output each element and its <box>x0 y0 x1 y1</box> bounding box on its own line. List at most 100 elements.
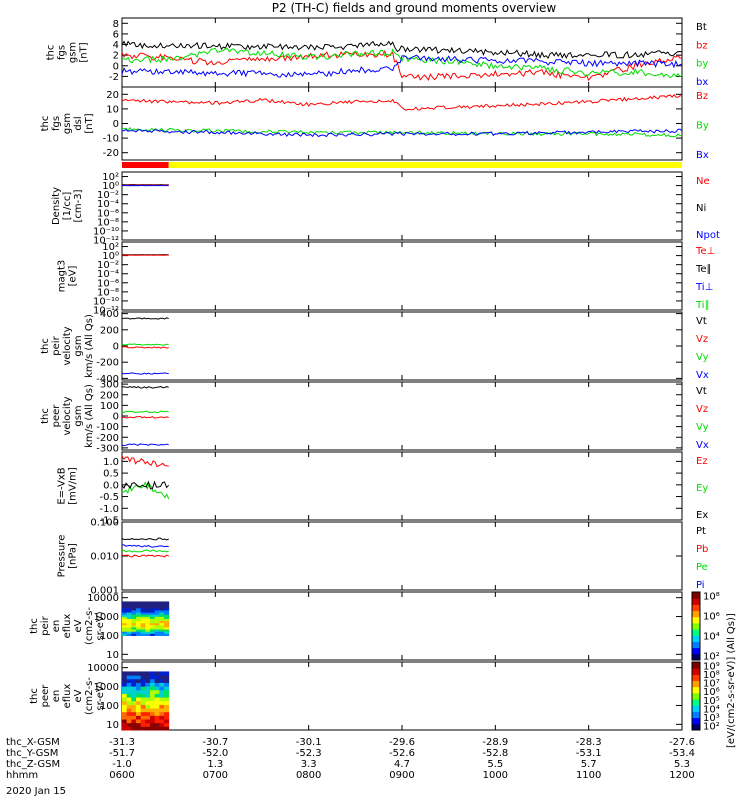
heatmap-cell <box>145 697 151 702</box>
heatmap-cell <box>154 726 160 731</box>
orbit-value: 1.3 <box>207 759 223 770</box>
heatmap-cell <box>126 678 132 683</box>
heatmap-cell <box>122 686 128 691</box>
legend-item: Bt <box>696 22 707 33</box>
heatmap-cell <box>164 609 170 613</box>
y-axis-label: [mV/m] <box>68 467 79 505</box>
y-tick-label: 10⁻⁶ <box>97 278 119 289</box>
heatmap-cell <box>131 603 137 607</box>
colorbar-tick-label: 10² <box>703 652 720 663</box>
heatmap-cell <box>122 622 128 626</box>
heatmap-cell <box>131 620 137 624</box>
heatmap-cell <box>145 614 151 617</box>
orbit-value: -52.8 <box>482 748 508 759</box>
heatmap-cell <box>140 726 146 731</box>
colorbar-cell <box>692 686 700 694</box>
y-tick-label: 10000 <box>87 593 119 604</box>
heatmap-cell <box>150 620 156 624</box>
colorbar-cell <box>692 641 700 649</box>
heatmap-cell <box>126 671 132 676</box>
heatmap-cell <box>145 715 151 720</box>
orbit-value: 0900 <box>389 770 414 781</box>
heatmap-cell <box>164 605 170 609</box>
y-tick-label: 0.0 <box>103 480 119 491</box>
y-axis-label: [eV] <box>68 266 79 287</box>
orbit-value: 5.5 <box>487 759 503 770</box>
heatmap-cell <box>150 614 156 617</box>
heatmap-cell <box>140 601 146 605</box>
y-tick-label: -0.5 <box>99 492 119 503</box>
heatmap-cell <box>136 605 142 609</box>
heatmap-cell <box>145 682 151 687</box>
y-tick-label: 10⁻⁶ <box>97 208 119 219</box>
orbit-value: 1100 <box>576 770 601 781</box>
colorbar-tick-label: 10⁴ <box>703 632 720 643</box>
heatmap-cell <box>126 603 132 607</box>
heatmap-cell <box>154 607 160 611</box>
legend-item: By <box>696 121 709 132</box>
heatmap-cell <box>122 624 128 628</box>
heatmap-cell <box>150 715 156 720</box>
heatmap-cell <box>122 675 128 680</box>
heatmap-cell <box>140 624 146 628</box>
colorbar-cell <box>692 622 700 630</box>
orbit-row-label: thc_X-GSM <box>6 737 60 748</box>
heatmap-cell <box>154 622 160 626</box>
legend-item: Ti⊥ <box>695 282 713 293</box>
heatmap-cell <box>159 629 165 632</box>
y-tick-label: 10⁻² <box>97 260 119 271</box>
heatmap-cell <box>136 711 142 716</box>
heatmap-cell <box>131 693 137 698</box>
series-Pe <box>121 549 169 553</box>
legend-item: Vx <box>696 440 709 451</box>
heatmap-cell <box>145 678 151 683</box>
heatmap-cell <box>136 726 142 731</box>
y-tick-label: -400 <box>96 374 119 385</box>
heatmap-cell <box>126 624 132 628</box>
y-axis-label: Pressure <box>57 535 68 578</box>
heatmap-cell <box>126 697 132 702</box>
colorbar-tick-label: 10⁵ <box>703 696 720 707</box>
series-Vx <box>121 372 169 375</box>
heatmap-cell <box>131 697 137 702</box>
heatmap-cell <box>145 671 151 676</box>
y-axis-label: eflux <box>62 684 73 709</box>
heatmap-cell <box>164 629 170 632</box>
heatmap-cell <box>164 607 170 611</box>
heatmap-cell <box>140 686 146 691</box>
heatmap-cell <box>140 671 146 676</box>
panel-fgs_dsl: -20 -10 0 10 20 thc fgs gsm dsl [nT] Bz By Bx <box>40 86 709 161</box>
colorbar-cell <box>692 692 700 700</box>
heatmap-cell <box>122 607 128 611</box>
heatmap-cell <box>131 612 137 615</box>
heatmap-cell <box>122 633 128 636</box>
heatmap-cell <box>150 700 156 705</box>
colorbar-label: [eV/(cm2-s-sr-eV)] (All Qs)] <box>726 613 737 748</box>
heatmap-cell <box>126 631 132 634</box>
y-tick-label: -200 <box>96 358 119 369</box>
heatmap-cell <box>126 614 132 617</box>
y-tick-label: -300 <box>96 443 119 454</box>
heatmap-cell <box>136 675 142 680</box>
orbit-row-label: hhmm <box>6 770 38 781</box>
plot-frame <box>121 171 683 241</box>
heatmap-cell <box>136 689 142 694</box>
heatmap-cell <box>145 603 151 607</box>
heatmap-cell <box>140 629 146 632</box>
heatmap-cell <box>150 689 156 694</box>
colorbar-tick-label: 10⁹ <box>703 662 720 673</box>
heatmap-cell <box>122 601 128 605</box>
orbit-value: -52.0 <box>202 748 228 759</box>
colorbar-cell <box>692 699 700 706</box>
heatmap-cell <box>154 620 160 624</box>
y-tick-label: 400 <box>100 309 119 320</box>
series-Vz <box>121 415 169 419</box>
y-tick-label: -200 <box>96 433 119 444</box>
heatmap-cell <box>159 697 165 702</box>
heatmap-cell <box>159 620 165 624</box>
heatmap-cell <box>122 722 128 727</box>
heatmap-cell <box>136 682 142 687</box>
heatmap-cell <box>150 719 156 724</box>
heatmap-cell <box>154 671 160 676</box>
y-tick-label: 10000 <box>87 663 119 674</box>
